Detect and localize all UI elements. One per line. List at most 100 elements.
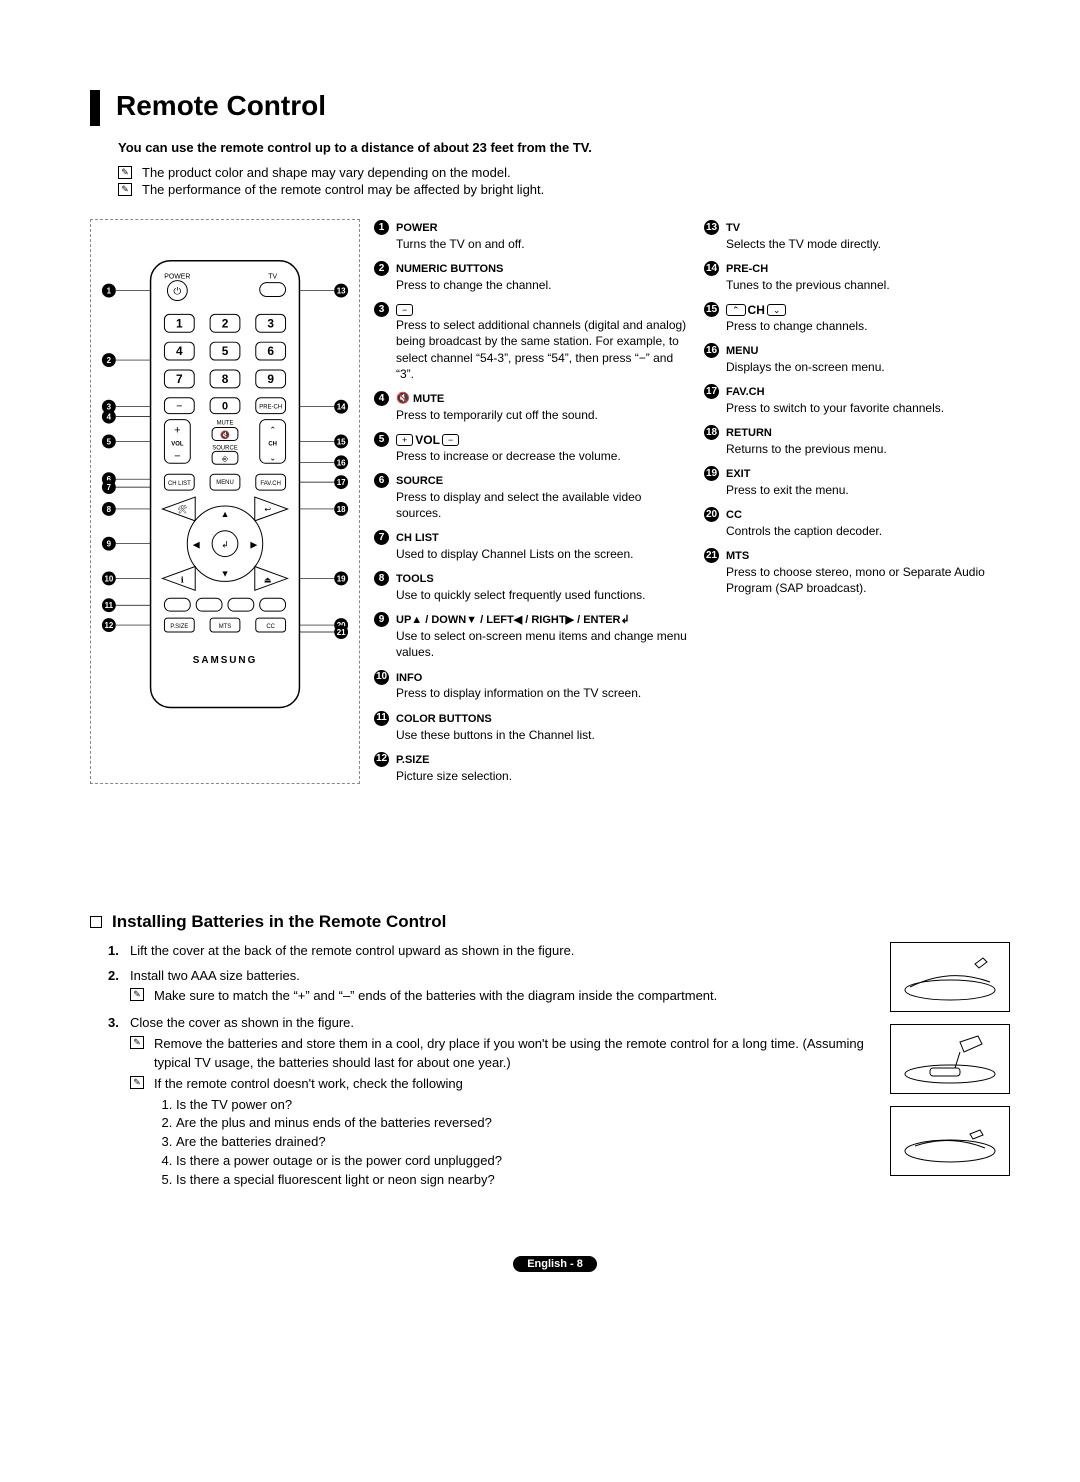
item-title: − bbox=[396, 301, 690, 317]
desc-item: 5 + VOL − Press to increase or decrease … bbox=[374, 431, 690, 464]
svg-text:⏏: ⏏ bbox=[264, 575, 272, 584]
item-desc: Use to quickly select frequently used fu… bbox=[396, 587, 690, 603]
item-number-badge: 21 bbox=[704, 548, 719, 563]
main-row: 123456789101112 131415161718192021 POWER… bbox=[90, 219, 1020, 792]
item-title: P.SIZE bbox=[396, 751, 690, 768]
svg-text:PRE-CH: PRE-CH bbox=[259, 405, 282, 411]
item-title: RETURN bbox=[726, 424, 1020, 441]
svg-text:21: 21 bbox=[337, 628, 346, 637]
item-number-badge: 9 bbox=[374, 612, 389, 627]
desc-item: 10 INFO Press to display information on … bbox=[374, 669, 690, 702]
svg-text:19: 19 bbox=[337, 574, 346, 583]
desc-item: 15 ⌃ CH ⌄ Press to change channels. bbox=[704, 301, 1020, 334]
item-number-badge: 19 bbox=[704, 466, 719, 481]
svg-text:⌃: ⌃ bbox=[269, 426, 276, 435]
svg-text:CC: CC bbox=[266, 624, 275, 630]
item-desc: Press to display and select the availabl… bbox=[396, 489, 690, 521]
item-desc: Press to exit the menu. bbox=[726, 482, 1020, 498]
svg-text:10: 10 bbox=[104, 574, 113, 583]
item-number-badge: 4 bbox=[374, 391, 389, 406]
item-desc: Press to display information on the TV s… bbox=[396, 685, 690, 701]
svg-text:▼: ▼ bbox=[221, 568, 230, 578]
item-title: PRE-CH bbox=[726, 260, 1020, 277]
item-title: COLOR BUTTONS bbox=[396, 710, 690, 727]
install-section-head: Installing Batteries in the Remote Contr… bbox=[90, 912, 1020, 932]
svg-text:17: 17 bbox=[337, 478, 346, 487]
note-icon: ✎ bbox=[130, 1036, 144, 1049]
svg-text:▲: ▲ bbox=[221, 509, 230, 519]
svg-text:🛠: 🛠 bbox=[177, 505, 187, 514]
step-note: ✎ If the remote control doesn't work, ch… bbox=[130, 1075, 870, 1094]
item-title: UP▲ / DOWN▼ / LEFT◀ / RIGHT▶ / ENTER↲ bbox=[396, 611, 690, 628]
item-body: + VOL − Press to increase or decrease th… bbox=[396, 431, 690, 464]
item-desc: Turns the TV on and off. bbox=[396, 236, 690, 252]
item-desc: Displays the on-screen menu. bbox=[726, 359, 1020, 375]
title-accent-bar bbox=[90, 90, 100, 126]
item-number-badge: 11 bbox=[374, 711, 389, 726]
svg-text:SOURCE: SOURCE bbox=[212, 445, 237, 451]
svg-text:POWER: POWER bbox=[164, 274, 190, 281]
svg-text:4: 4 bbox=[107, 413, 112, 422]
item-number-badge: 8 bbox=[374, 571, 389, 586]
step-number: 2. bbox=[108, 967, 130, 1009]
item-desc: Press to temporarily cut off the sound. bbox=[396, 407, 690, 423]
desc-item: 4 🔇 MUTE Press to temporarily cut off th… bbox=[374, 390, 690, 423]
svg-text:13: 13 bbox=[337, 287, 346, 296]
svg-text:▶: ▶ bbox=[250, 540, 257, 550]
item-title: 🔇 MUTE bbox=[396, 390, 690, 407]
desc-col-2: 13 TV Selects the TV mode directly. 14 P… bbox=[704, 219, 1020, 792]
item-number-badge: 10 bbox=[374, 670, 389, 685]
svg-text:CH: CH bbox=[268, 441, 277, 447]
item-body: INFO Press to display information on the… bbox=[396, 669, 690, 702]
svg-text:⌄: ⌄ bbox=[269, 453, 276, 462]
item-title: EXIT bbox=[726, 465, 1020, 482]
install-step: 3. Close the cover as shown in the figur… bbox=[108, 1014, 870, 1190]
desc-item: 3 − Press to select additional channels … bbox=[374, 301, 690, 382]
item-desc: Returns to the previous menu. bbox=[726, 441, 1020, 457]
svg-text:5: 5 bbox=[222, 344, 229, 358]
desc-item: 13 TV Selects the TV mode directly. bbox=[704, 219, 1020, 252]
note-text: The performance of the remote control ma… bbox=[142, 182, 544, 197]
item-desc: Use these buttons in the Channel list. bbox=[396, 727, 690, 743]
desc-item: 21 MTS Press to choose stereo, mono or S… bbox=[704, 547, 1020, 596]
step-body: Close the cover as shown in the figure. … bbox=[130, 1014, 870, 1190]
svg-text:15: 15 bbox=[337, 437, 346, 446]
item-number-badge: 12 bbox=[374, 752, 389, 767]
item-desc: Press to change the channel. bbox=[396, 277, 690, 293]
item-title: MENU bbox=[726, 342, 1020, 359]
desc-item: 19 EXIT Press to exit the menu. bbox=[704, 465, 1020, 498]
note-icon: ✎ bbox=[130, 988, 144, 1001]
item-title: CH LIST bbox=[396, 529, 690, 546]
svg-text:↩: ↩ bbox=[264, 505, 271, 514]
note-text: If the remote control doesn't work, chec… bbox=[154, 1075, 463, 1094]
step-number: 3. bbox=[108, 1014, 130, 1190]
item-body: EXIT Press to exit the menu. bbox=[726, 465, 1020, 498]
item-number-badge: 15 bbox=[704, 302, 719, 317]
svg-text:9: 9 bbox=[267, 372, 274, 386]
item-title: FAV.CH bbox=[726, 383, 1020, 400]
battery-text-col: 1. Lift the cover at the back of the rem… bbox=[90, 942, 890, 1196]
svg-text:MTS: MTS bbox=[219, 624, 232, 630]
item-body: NUMERIC BUTTONS Press to change the chan… bbox=[396, 260, 690, 293]
item-body: RETURN Returns to the previous menu. bbox=[726, 424, 1020, 457]
item-body: SOURCE Press to display and select the a… bbox=[396, 472, 690, 521]
note-icon: ✎ bbox=[118, 183, 132, 196]
svg-text:2: 2 bbox=[107, 356, 112, 365]
item-number-badge: 14 bbox=[704, 261, 719, 276]
desc-item: 7 CH LIST Used to display Channel Lists … bbox=[374, 529, 690, 562]
desc-item: 17 FAV.CH Press to switch to your favori… bbox=[704, 383, 1020, 416]
svg-text:7: 7 bbox=[107, 483, 112, 492]
install-step: 2. Install two AAA size batteries. ✎ Mak… bbox=[108, 967, 870, 1009]
item-number-badge: 13 bbox=[704, 220, 719, 235]
install-step: 1. Lift the cover at the back of the rem… bbox=[108, 942, 870, 961]
item-body: ⌃ CH ⌄ Press to change channels. bbox=[726, 301, 1020, 334]
item-number-badge: 6 bbox=[374, 473, 389, 488]
item-number-badge: 5 bbox=[374, 432, 389, 447]
svg-text:CH LIST: CH LIST bbox=[168, 481, 191, 487]
svg-text:⎆: ⎆ bbox=[222, 454, 229, 463]
item-desc: Press to change channels. bbox=[726, 318, 1020, 334]
page-number-pill: English - 8 bbox=[513, 1256, 597, 1272]
page-title: Remote Control bbox=[116, 90, 326, 122]
item-body: CH LIST Used to display Channel Lists on… bbox=[396, 529, 690, 562]
svg-text:18: 18 bbox=[337, 505, 346, 514]
